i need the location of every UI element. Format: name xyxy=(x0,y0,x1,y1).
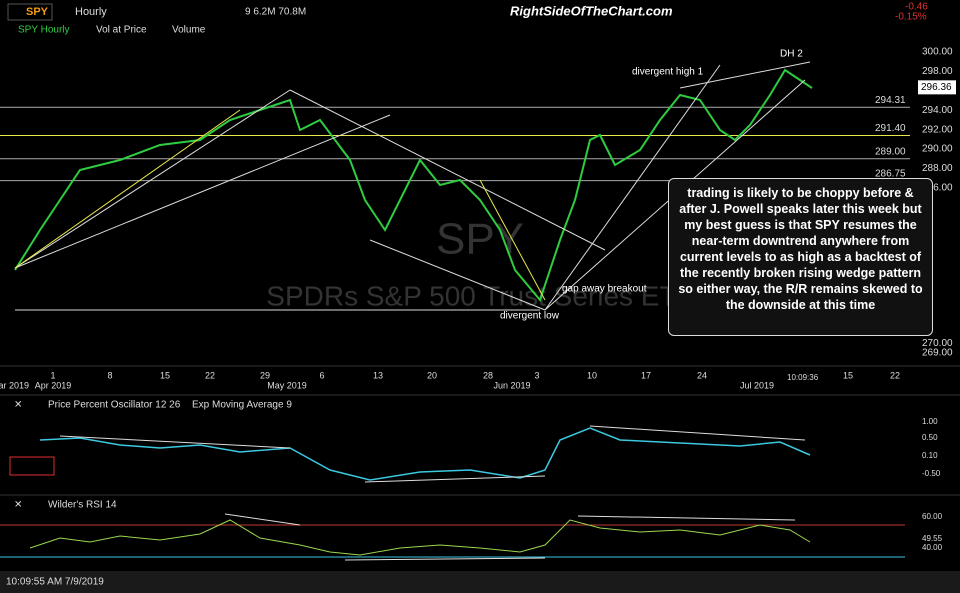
annotation: divergent low xyxy=(500,311,560,322)
rsi-tick-label: 40.00 xyxy=(922,543,943,552)
level-label: 289.00 xyxy=(875,146,906,157)
legend-item[interactable]: Vol at Price xyxy=(96,25,147,36)
annotation: gap away breakout xyxy=(562,284,647,295)
yellow-trendlines xyxy=(14,109,546,301)
legend-item[interactable]: Volume xyxy=(172,25,206,36)
watermark-name: SPDRs S&P 500 Trust Series ETF xyxy=(266,280,693,311)
price-tick-label: 298.00 xyxy=(922,66,953,77)
rsi-line xyxy=(29,519,811,556)
date-label: 15 xyxy=(843,370,853,380)
price-tick-label: 292.00 xyxy=(922,124,953,135)
legend-title[interactable]: SPY Hourly xyxy=(18,25,70,36)
date-label: 3 xyxy=(534,370,539,380)
close-icon[interactable]: ✕ xyxy=(14,500,22,511)
date-label: 22 xyxy=(890,370,900,380)
ppo-trendlines xyxy=(59,425,806,483)
symbol[interactable]: SPY xyxy=(26,6,49,18)
date-label: 17 xyxy=(641,370,651,380)
price-tick-label: 300.00 xyxy=(922,47,953,58)
date-label: 22 xyxy=(205,370,215,380)
rsi-title[interactable]: Wilder's RSI 14 xyxy=(48,500,117,511)
trendlines xyxy=(14,61,811,311)
date-label: 29 xyxy=(260,370,270,380)
interval[interactable]: Hourly xyxy=(75,6,107,18)
price-tick-label: 294.00 xyxy=(922,105,953,116)
date-label: 1 xyxy=(50,370,55,380)
annotation: DH 2 xyxy=(780,49,803,60)
time-label: 10:09:36 xyxy=(787,373,819,382)
change-pct: -0.15% xyxy=(895,12,927,23)
date-label: May 2019 xyxy=(267,380,307,390)
rsi-tick-label: 60.00 xyxy=(922,512,943,521)
symbol-box[interactable] xyxy=(7,3,53,21)
price-tick-label: 288.00 xyxy=(922,163,953,174)
stats: 9 6.2M 70.8M xyxy=(245,7,306,18)
rsi-trendlines xyxy=(224,513,796,561)
annotation-box: trading is likely to be choppy before & … xyxy=(668,178,933,336)
date-label: Jun 2019 xyxy=(493,380,530,390)
price-tick-label: 270.00 xyxy=(922,338,953,349)
date-label: 13 xyxy=(373,370,383,380)
annotation: divergent high 1 xyxy=(632,67,704,78)
ppo-line xyxy=(39,427,811,481)
level-label: 294.31 xyxy=(875,95,906,106)
price-tick-label: 290.00 xyxy=(922,144,953,155)
ppo-ma[interactable]: Exp Moving Average 9 xyxy=(192,400,292,411)
date-label: 28 xyxy=(483,370,493,380)
price-tick-label: 286.00 xyxy=(922,183,953,194)
date-label: 15 xyxy=(160,370,170,380)
date-label: 8 xyxy=(107,370,112,380)
price-tick-label: 269.00 xyxy=(922,348,953,359)
date-label: 24 xyxy=(697,370,707,380)
price-path xyxy=(14,68,813,303)
status-time: 10:09:55 AM 7/9/2019 xyxy=(6,577,104,588)
ppo-box xyxy=(9,456,55,476)
level-label: 291.40 xyxy=(875,123,906,134)
date-label: 10 xyxy=(587,370,597,380)
date-label: Mar 2019 xyxy=(0,380,29,390)
date-label: 20 xyxy=(427,370,437,380)
status-bar xyxy=(0,571,960,593)
ppo-tick-label: 0.10 xyxy=(922,451,938,460)
date-label: Apr 2019 xyxy=(35,380,72,390)
level-label: 286.75 xyxy=(875,168,906,179)
ppo-tick-label: 0.50 xyxy=(922,433,938,442)
ppo-title[interactable]: Price Percent Oscillator 12 26 xyxy=(48,400,181,411)
date-label: Jul 2019 xyxy=(740,380,774,390)
current-price-box xyxy=(918,80,956,95)
change: -0.46 xyxy=(905,2,928,13)
current-price: 296.36 xyxy=(921,82,952,93)
rsi-tick-label: 49.55 xyxy=(922,534,943,543)
date-label: 6 xyxy=(319,370,324,380)
site: RightSideOfTheChart.com xyxy=(510,3,673,18)
ppo-tick-label: -0.50 xyxy=(922,469,941,478)
ppo-tick-label: 1.00 xyxy=(922,417,938,426)
close-icon[interactable]: ✕ xyxy=(14,400,22,411)
